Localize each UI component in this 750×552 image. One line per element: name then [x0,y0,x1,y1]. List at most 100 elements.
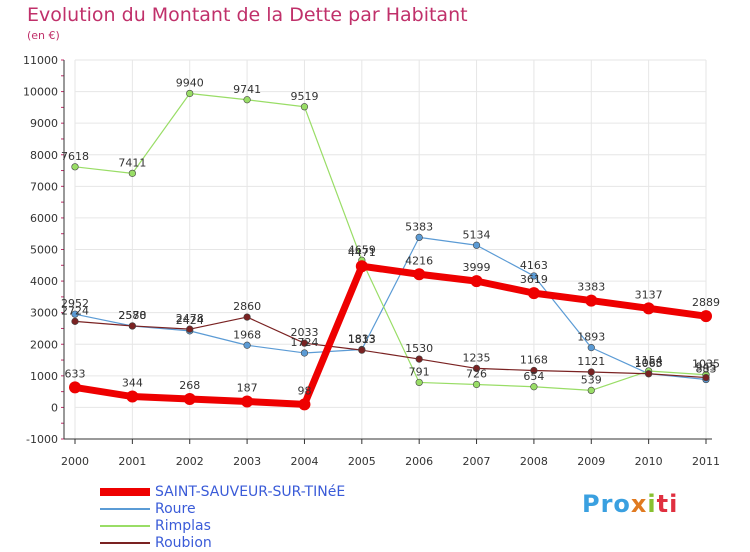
data-point [415,233,423,242]
legend-swatch [100,488,150,496]
y-tick-label: 8000 [30,149,58,162]
data-point [645,370,653,378]
y-tick-label: 9000 [30,117,58,130]
series-line-0 [74,262,707,408]
data-point [700,310,712,323]
data-point [413,268,426,281]
data-label: 791 [409,365,430,378]
data-point [69,381,81,394]
data-label: 5134 [463,228,491,241]
data-label: 2860 [233,300,261,313]
data-label: 1893 [577,331,605,344]
data-point [470,275,483,288]
data-label: 726 [466,367,487,380]
data-label: 1065 [635,357,663,370]
data-label: 1724 [290,336,318,349]
x-tick-label: 2000 [61,455,89,468]
y-tick-label: 1000 [30,370,58,383]
data-label: 1168 [520,354,548,367]
x-tick-label: 2008 [520,455,548,468]
data-label: 187 [237,382,258,395]
data-label: 98 [297,384,311,397]
x-tick-label: 2007 [463,455,491,468]
y-tick-label: 5000 [30,244,58,257]
x-tick-label: 2009 [577,455,605,468]
data-label: 268 [179,379,200,392]
x-tick-label: 2003 [233,455,261,468]
data-label: 1154 [635,354,663,367]
data-point [298,398,311,411]
data-label: 4163 [520,259,548,272]
series [69,89,712,411]
data-label: 9519 [290,90,318,103]
brand-logo: Proxiti [582,490,678,518]
data-point [358,346,366,354]
data-point [355,260,368,273]
data-label: 883 [696,363,717,376]
data-point [530,383,538,391]
data-label: 1068 [635,357,663,370]
data-labels: 633 344 268 187 98 4471 4216 3999 3619 3383 3137 28… [61,76,720,397]
legend-swatch [100,525,150,527]
series-line-2 [74,92,707,391]
data-point [472,241,481,249]
legend-swatch [100,508,150,510]
data-label: 9940 [176,76,204,89]
data-label: 4216 [405,254,433,267]
x-tick-label: 2004 [290,455,318,468]
x-tick-label: 2010 [635,455,663,468]
legend-label: SAINT-SAUVEUR-SUR-TINéE [155,484,346,500]
data-label: 2578 [118,309,146,322]
data-label: 2424 [176,314,204,327]
data-point [243,96,251,104]
data-point [71,317,79,325]
data-point [642,302,655,315]
brand-part-3: i [647,490,657,518]
data-label: 3383 [577,281,605,294]
x-tick-label: 2011 [692,455,720,468]
y-tick-label: 7000 [30,180,58,193]
y-tick-label: 11000 [23,54,58,67]
data-label: 1833 [348,333,376,346]
data-point [126,390,139,403]
data-point [300,339,309,347]
data-point [530,366,538,375]
data-point [241,395,254,408]
x-tick-label: 2006 [405,455,433,468]
data-point [530,272,538,280]
data-point [587,368,595,376]
data-label: 1235 [463,351,491,364]
data-point [128,169,136,177]
data-label: 4471 [348,246,376,259]
data-point [183,392,196,405]
x-tick-label: 2005 [348,455,376,468]
data-label: 9741 [233,83,261,96]
data-point [300,349,309,357]
data-label: 5383 [405,220,433,233]
line-chart: -1000 0 1000 2000 3000 4000 5000 6000 7000 8000 90… [23,54,720,468]
y-tick-label: 10000 [23,86,58,99]
data-label: 2952 [61,297,89,310]
data-label: 1530 [405,342,433,355]
series-line-3 [74,316,707,379]
data-label: 654 [523,370,544,383]
data-label: 344 [122,377,143,390]
data-label: 7411 [118,156,146,169]
y-tick-label: 0 [51,401,58,414]
y-tick-label: 4000 [30,275,58,288]
legend-label: Rimplas [155,518,211,534]
data-point [71,310,79,318]
data-point [71,163,79,171]
data-point [243,341,251,349]
chart-subtitle: (en €) [27,29,60,42]
data-point [587,344,595,352]
data-point [300,103,309,111]
x-tick-label: 2001 [118,455,146,468]
data-point [128,322,136,330]
axes: -1000 0 1000 2000 3000 4000 5000 6000 7000 8000 90… [23,54,720,468]
legend-swatch [100,542,150,544]
brand-part-1: Pro [582,490,631,518]
data-point [243,313,251,321]
data-label: 3619 [520,273,548,286]
